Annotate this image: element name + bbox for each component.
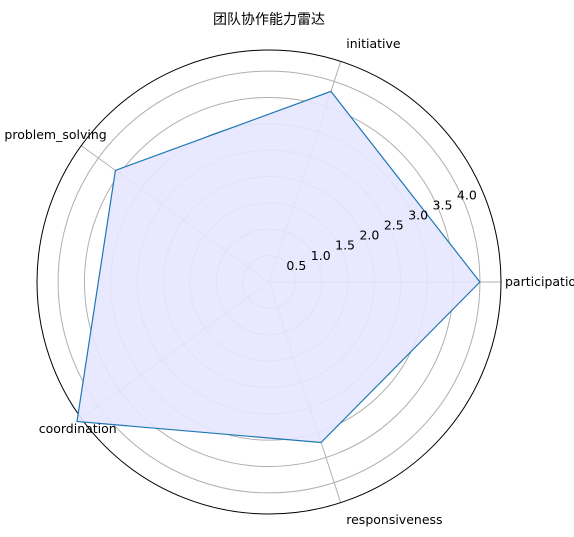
axis-label-initiative: initiative <box>346 36 401 51</box>
r-tick-label: 2.5 <box>384 218 404 233</box>
r-tick-label: 4.0 <box>457 187 477 202</box>
r-tick-label: 2.0 <box>359 228 379 243</box>
chart-title: 团队协作能力雷达 <box>213 12 325 28</box>
axis-label-responsiveness: responsiveness <box>346 512 442 527</box>
series-layer <box>77 91 480 442</box>
r-tick-label: 3.5 <box>433 197 453 212</box>
axis-label-coordination: coordination <box>39 421 117 436</box>
series-area <box>77 91 480 442</box>
r-tick-label: 1.5 <box>335 238 355 253</box>
r-tick-label: 1.0 <box>311 248 331 263</box>
axis-label-participation: participation <box>505 274 574 289</box>
r-tick-label: 0.5 <box>286 258 306 273</box>
axis-label-problem_solving: problem_solving <box>4 127 106 142</box>
r-tick-label: 3.0 <box>408 207 428 222</box>
